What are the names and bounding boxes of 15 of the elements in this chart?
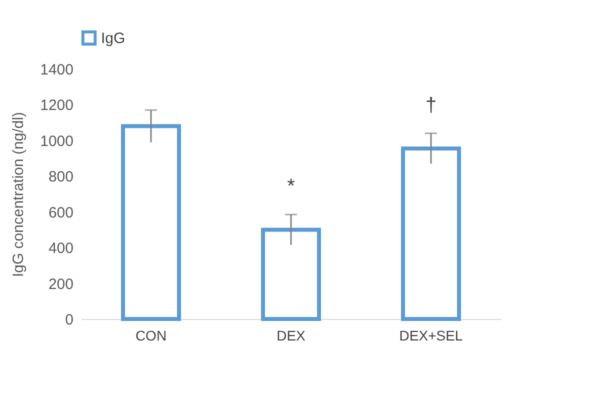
y-tick-label: 0 (65, 312, 74, 328)
y-tick-label: 800 (48, 168, 74, 186)
y-tick-label: 600 (48, 204, 74, 222)
x-tick-label: CON (135, 328, 167, 344)
y-tick-label: 400 (48, 240, 74, 258)
y-tick-label: 1000 (40, 132, 74, 150)
y-axis-title: IgG concentration (ng/dl) (10, 112, 28, 278)
x-tick-label: DEX (276, 328, 306, 344)
legend-label: IgG (101, 30, 126, 47)
annotation: † (425, 94, 437, 116)
annotation: * (287, 176, 296, 198)
y-tick-label: 1200 (40, 97, 74, 114)
y-tick-label: 200 (48, 276, 74, 293)
y-tick-label: 1400 (40, 62, 74, 78)
x-tick-label: DEX+SEL (399, 328, 463, 344)
